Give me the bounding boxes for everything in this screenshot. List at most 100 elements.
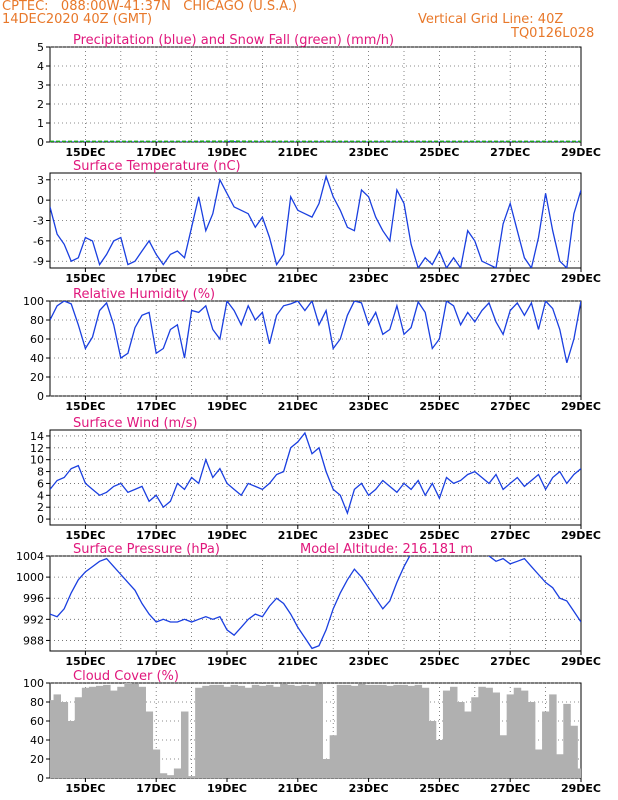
cloud-cover-bar (152, 749, 161, 778)
cloud-cover-bar (400, 684, 408, 778)
cloud-cover-bar (145, 711, 154, 778)
x-tick-label: 27DEC (490, 272, 530, 285)
x-tick-label: 29DEC (561, 272, 601, 285)
x-tick-label: 15DEC (65, 655, 105, 668)
cloud-cover-bar (244, 687, 253, 778)
panel-surface-temperature-nc: -9 -6 -3 0 3 15DEC 17DEC 19DEC 21DEC 23DEC 25DEC 27… (33, 159, 601, 285)
panel-title: Surface Wind (m/s) (73, 416, 197, 431)
cloud-cover-bar (421, 687, 430, 778)
cloud-cover-bar (471, 697, 479, 778)
x-tick-label: 19DEC (207, 782, 247, 795)
cloud-cover-bar (428, 721, 437, 778)
header-code: TQ0126L028 (511, 26, 595, 41)
cloud-cover-bar (393, 684, 401, 778)
cloud-cover-bar (386, 685, 394, 778)
cloud-cover-bar (173, 768, 182, 778)
cloud-cover-bar (166, 775, 175, 778)
y-tick-label: 992 (23, 613, 44, 626)
y-tick-label: 80 (30, 314, 44, 327)
y-tick-label: 996 (23, 592, 44, 605)
y-tick-label: 40 (30, 352, 44, 365)
x-tick-label: 21DEC (278, 146, 318, 159)
panel-frame (49, 46, 582, 143)
x-tick-label: 19DEC (207, 655, 247, 668)
cloud-cover-bar (336, 684, 345, 778)
x-tick-label: 19DEC (207, 146, 247, 159)
x-tick-label: 21DEC (278, 782, 318, 795)
y-tick-label: 3 (37, 79, 44, 92)
cloud-cover-bar (329, 735, 338, 778)
cloud-cover-bar (265, 684, 274, 778)
x-tick-label: 23DEC (349, 782, 389, 795)
cloud-cover-bar (138, 686, 146, 778)
cloud-cover-bar (117, 686, 125, 778)
plot-area (50, 174, 581, 268)
x-tick-label: 27DEC (490, 655, 530, 668)
cloud-cover-bar (357, 683, 366, 778)
panel-frame (49, 172, 582, 269)
cloud-cover-bar (506, 694, 515, 778)
x-tick-label: 25DEC (419, 655, 459, 668)
plot-area (50, 683, 581, 778)
x-tick-label: 15DEC (65, 146, 105, 159)
cloud-cover-bar (499, 735, 508, 778)
y-tick-label: 5 (37, 41, 44, 54)
cloud-cover-bar (230, 684, 239, 778)
cloud-cover-bar (124, 683, 132, 778)
y-tick-label: 2 (37, 501, 44, 514)
x-tick-label: 17DEC (136, 272, 176, 285)
cloud-cover-bar (322, 759, 331, 778)
y-tick-label: 14 (30, 430, 44, 443)
series-line-surface-pressure-hpa (50, 556, 581, 650)
cloud-cover-bar (159, 773, 168, 778)
cloud-cover-bar (81, 687, 90, 778)
header-date: 14DEC2020 40Z (GMT) (2, 12, 153, 27)
cloud-cover-bar (308, 685, 316, 778)
x-tick-label: 29DEC (561, 529, 601, 542)
panel-title: Precipitation (blue) and Snow Fall (gree… (73, 33, 394, 48)
cloud-cover-bar (195, 687, 203, 778)
y-tick-label: 40 (30, 734, 44, 747)
x-tick-label: 21DEC (278, 272, 318, 285)
y-tick-label: 2 (37, 98, 44, 111)
cloud-cover-bar (549, 694, 557, 778)
cloud-cover-bar (103, 684, 111, 778)
cloud-cover-bar (407, 685, 416, 778)
x-tick-label: 23DEC (349, 272, 389, 285)
panel-title: Surface Pressure (hPa) (73, 542, 220, 557)
x-tick-label: 23DEC (349, 655, 389, 668)
cloud-cover-bar (563, 703, 571, 778)
y-tick-label: 60 (30, 333, 44, 346)
cloud-cover-bar (237, 685, 246, 778)
cloud-cover-bar (216, 684, 224, 778)
panel-title: Surface Temperature (nC) (73, 159, 241, 174)
cloud-cover-bar (131, 683, 139, 778)
x-tick-label: 29DEC (561, 782, 601, 795)
model-altitude-label: Model Altitude: 216.181 m (300, 542, 473, 557)
x-tick-label: 25DEC (419, 782, 459, 795)
x-tick-label: 27DEC (490, 400, 530, 413)
x-tick-label: 29DEC (561, 146, 601, 159)
plot-area (50, 431, 581, 516)
cloud-cover-bar (50, 700, 54, 778)
cloud-cover-bar (350, 685, 359, 778)
y-tick-label: 12 (30, 442, 44, 455)
cloud-cover-bar (542, 711, 550, 778)
cloud-cover-bar (67, 721, 76, 778)
x-tick-label: 15DEC (65, 529, 105, 542)
x-tick-label: 25DEC (419, 146, 459, 159)
y-tick-label: -9 (33, 255, 44, 268)
cloud-cover-bar (96, 685, 104, 778)
x-tick-label: 19DEC (207, 529, 247, 542)
y-tick-label: -6 (33, 235, 44, 248)
x-tick-label: 29DEC (561, 655, 601, 668)
panel-precipitation-blue-and-snow-fall-green-mm-h: 0 1 2 3 4 5 15DEC 17DEC 19DEC 21DEC 23DEC 25DEC 27DE… (37, 33, 601, 159)
series-line-surface-temperature-nc (50, 174, 581, 268)
cloud-cover-bar (223, 686, 231, 778)
panel-cloud-cover: 0 20 40 60 80 100 15DEC 17DEC 19DEC 21DEC 23DEC 25D… (23, 669, 601, 795)
cloud-cover-bar (251, 684, 260, 778)
panel-title: Relative Humidity (%) (73, 287, 215, 302)
x-tick-label: 17DEC (136, 400, 176, 413)
x-tick-label: 23DEC (349, 400, 389, 413)
